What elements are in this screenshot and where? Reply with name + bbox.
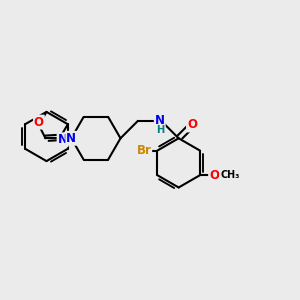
Text: Br: Br — [136, 144, 151, 157]
Text: N: N — [58, 133, 68, 146]
Text: O: O — [209, 169, 219, 182]
Text: O: O — [34, 116, 44, 129]
Text: O: O — [187, 118, 197, 131]
Text: N: N — [155, 114, 165, 128]
Text: CH₃: CH₃ — [220, 170, 240, 180]
Text: H: H — [156, 125, 164, 135]
Text: N: N — [66, 132, 76, 145]
